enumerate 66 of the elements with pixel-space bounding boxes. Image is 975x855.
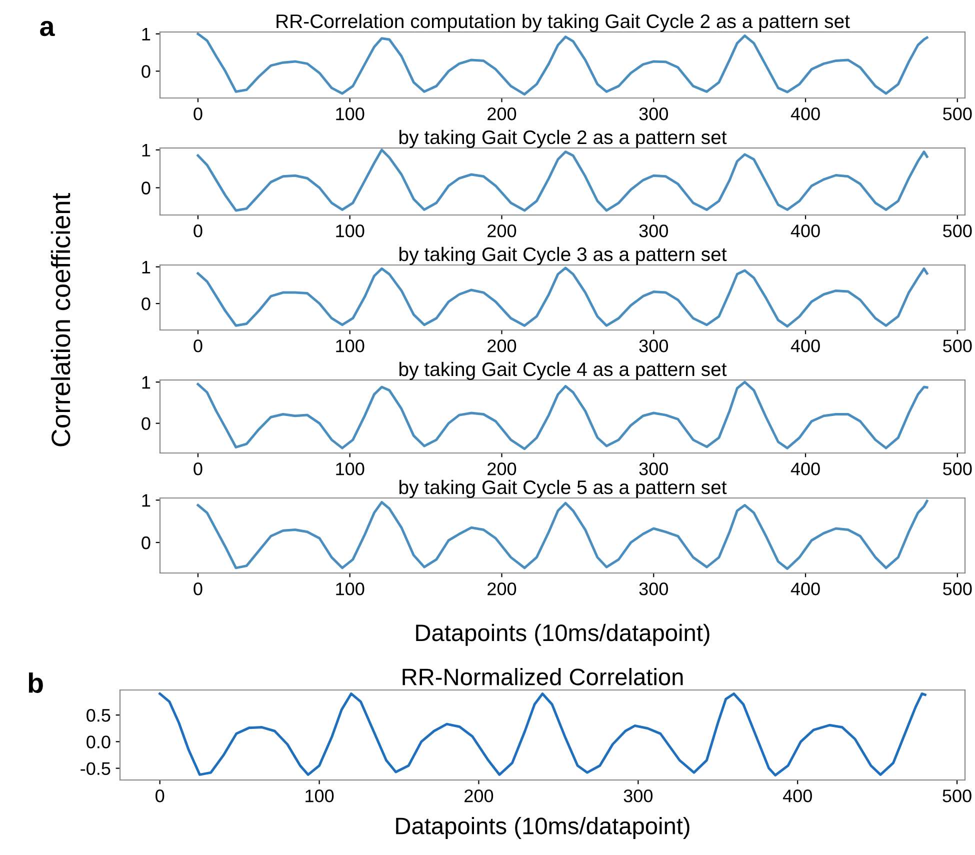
x-tick-label: 0 [156,790,164,802]
x-tick-label: 100 [306,790,334,802]
x-tick-label: 300 [639,340,668,352]
x-tick-label: 400 [790,340,820,352]
chart-title: by taking Gait Cycle 3 as a pattern set [399,246,727,265]
x-tick-label: 100 [336,108,364,120]
chart-title: by taking Gait Cycle 2 as a pattern set [399,130,727,148]
x-tick-label: 200 [488,224,516,238]
y-tick-label: 0.0 [86,736,110,748]
line-series [196,380,928,450]
y-tick-label: 0.5 [86,708,110,722]
chart-title: RR-Normalized Correlation [402,668,683,686]
y-tick-label: 0 [142,297,150,310]
line-series [196,266,928,328]
x-tick-label: 500 [943,582,972,596]
chart-title: by taking Gait Cycle 5 as a pattern set [399,480,727,498]
text: b [28,672,43,693]
x-tick-label: 0 [194,108,202,120]
line-series [158,692,926,776]
x-tick-label: 400 [790,224,820,238]
x-tick-label: 100 [336,340,364,352]
y-tick-label: 1 [142,376,150,389]
x-tick-label: 200 [488,108,516,120]
x-tick-label: 200 [488,582,516,596]
x-tick-label: 400 [790,108,820,120]
x-tick-label: 500 [943,224,972,238]
x-tick-label: 300 [639,462,668,476]
x-tick-label: 0 [194,224,202,238]
line-series [196,500,928,570]
x-tick-label: 100 [336,582,364,596]
x-tick-label: 0 [194,340,202,352]
x-tick-label: 500 [942,790,972,802]
x-tick-label: 200 [464,790,494,802]
y-tick-label: 1 [142,144,150,156]
x-tick-label: 500 [943,108,972,120]
x-tick-label: 400 [790,582,820,596]
x-axis-title: Datapoints (10ms/datapoint) [416,624,710,646]
x-tick-label: 300 [639,108,668,120]
line-series [196,148,928,212]
chart-title: RR-Correlation computation by taking Gait Cycle 2 as a pattern set [276,14,850,32]
x-tick-label: 200 [488,462,516,476]
y-tick-label: 1 [142,28,150,40]
y-tick-label: 1 [142,494,150,507]
y-axis-title: Correlation coefficient [50,193,70,446]
x-axis-title: Datapoints (10ms/datapoint) [396,816,690,839]
y-tick-label: 0 [142,182,150,194]
x-tick-label: 100 [336,224,364,238]
x-tick-label: 500 [943,340,972,352]
x-tick-label: 500 [943,462,972,476]
x-tick-label: 100 [336,462,364,476]
y-tick-label: 0 [142,65,150,78]
x-tick-label: 200 [488,340,516,352]
x-tick-label: 0 [194,582,202,596]
x-tick-label: 400 [790,462,820,476]
y-tick-label: -0.5 [80,762,110,776]
text: a [40,20,55,36]
line-series [196,32,928,96]
x-tick-label: 0 [194,462,202,476]
x-tick-label: 300 [639,582,668,596]
y-tick-label: 0 [142,417,150,430]
chart-title: by taking Gait Cycle 4 as a pattern set [399,362,727,380]
x-tick-label: 300 [639,224,668,238]
x-tick-label: 300 [624,790,653,802]
y-tick-label: 0 [142,536,150,550]
x-tick-label: 400 [782,790,812,802]
y-tick-label: 1 [142,260,150,274]
